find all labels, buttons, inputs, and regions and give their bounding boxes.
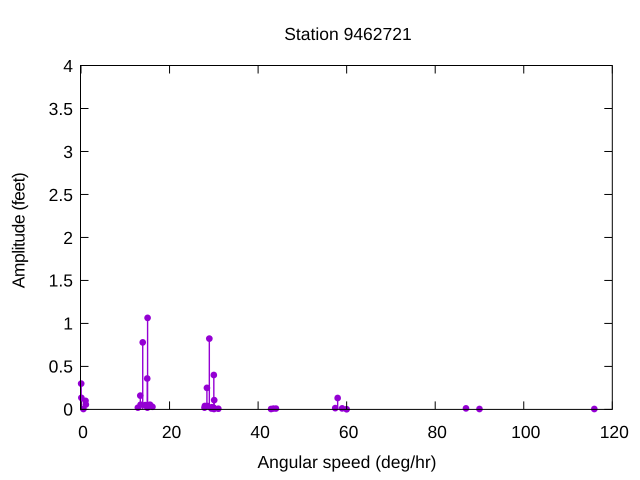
- svg-text:20: 20: [162, 422, 182, 442]
- svg-text:1.5: 1.5: [49, 271, 73, 291]
- svg-text:80: 80: [427, 422, 447, 442]
- svg-text:100: 100: [511, 422, 540, 442]
- svg-text:2.5: 2.5: [49, 185, 73, 205]
- svg-text:4: 4: [63, 56, 73, 76]
- svg-text:60: 60: [339, 422, 359, 442]
- svg-text:Amplitude (feet): Amplitude (feet): [9, 173, 29, 289]
- svg-text:Station 9462721: Station 9462721: [284, 24, 411, 44]
- svg-text:120: 120: [600, 422, 629, 442]
- svg-text:0.5: 0.5: [49, 357, 73, 377]
- svg-text:2: 2: [63, 228, 73, 248]
- svg-text:3.5: 3.5: [49, 99, 73, 119]
- svg-text:Angular speed (deg/hr): Angular speed (deg/hr): [258, 452, 437, 472]
- svg-text:0: 0: [63, 400, 73, 420]
- svg-text:0: 0: [78, 422, 88, 442]
- svg-text:1: 1: [63, 314, 73, 334]
- svg-text:40: 40: [250, 422, 270, 442]
- svg-text:3: 3: [63, 142, 73, 162]
